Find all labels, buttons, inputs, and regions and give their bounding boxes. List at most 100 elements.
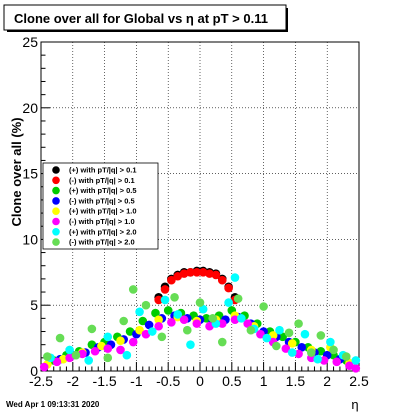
- data-point: [119, 316, 128, 326]
- x-tick-label: 0.5: [222, 373, 242, 389]
- series-7: [43, 285, 351, 363]
- data-point: [259, 302, 268, 311]
- data-point: [224, 283, 233, 293]
- data-point: [186, 340, 195, 349]
- data-point: [160, 295, 170, 305]
- data-point: [329, 345, 338, 355]
- y-axis-label: Clone over all (%): [9, 117, 24, 226]
- data-point: [217, 337, 227, 347]
- data-point: [300, 329, 310, 339]
- data-point: [144, 320, 154, 330]
- x-tick-label: 2.5: [349, 373, 369, 389]
- legend-marker-4: [52, 207, 60, 215]
- data-point: [116, 336, 125, 346]
- data-point: [179, 315, 189, 324]
- x-tick-label: -0.5: [156, 373, 180, 389]
- data-point: [281, 344, 291, 353]
- data-point: [65, 345, 74, 355]
- data-point: [103, 332, 113, 342]
- data-point: [135, 307, 144, 317]
- legend-label-0: (+) with pT/|q| > 0.1: [69, 166, 137, 175]
- data-point: [297, 343, 307, 352]
- data-point: [84, 356, 93, 365]
- data-point: [246, 325, 256, 335]
- data-point: [275, 325, 284, 335]
- y-tick-label: 15: [22, 166, 38, 182]
- data-point: [128, 285, 138, 294]
- data-point: [243, 319, 252, 328]
- x-tick-label: -2.5: [29, 373, 53, 389]
- x-tick-label: -1: [130, 373, 143, 389]
- x-tick-label: 1: [260, 373, 268, 389]
- legend-marker-3: [52, 197, 60, 205]
- timestamp: Wed Apr 1 09:13:31 2020: [6, 400, 100, 409]
- data-point: [278, 332, 287, 342]
- data-point: [192, 319, 202, 328]
- data-point: [128, 337, 138, 347]
- legend-label-4: (+) with pT/|q| > 1.0: [69, 207, 137, 216]
- data-point: [294, 319, 303, 328]
- y-tick-label: 25: [22, 34, 38, 50]
- data-point: [116, 345, 125, 355]
- x-axis-label: η: [351, 397, 358, 412]
- data-point: [52, 357, 62, 367]
- data-point: [307, 348, 316, 357]
- data-point: [103, 353, 113, 363]
- data-point: [160, 285, 170, 294]
- legend-marker-2: [52, 186, 60, 195]
- data-point: [135, 325, 144, 335]
- data-point: [55, 333, 65, 343]
- data-points: [39, 266, 361, 373]
- data-point: [148, 327, 157, 336]
- data-point: [167, 275, 176, 285]
- data-point: [313, 354, 322, 364]
- title-box-shadow-bottom: [7, 30, 288, 32]
- data-point: [208, 314, 218, 323]
- data-point: [71, 350, 81, 360]
- legend-box: [42, 162, 159, 250]
- data-point: [233, 294, 243, 303]
- data-point: [151, 308, 160, 318]
- data-point: [224, 298, 233, 307]
- data-point: [351, 356, 361, 365]
- data-point: [217, 319, 227, 328]
- x-axis: -2.5 -2 -1.5 -1 -0.5 0 0.5 1 1.5 2 2.5: [29, 362, 369, 389]
- x-tick-label: 1.5: [286, 373, 306, 389]
- x-tick-label: -2: [67, 373, 80, 389]
- data-point: [262, 333, 272, 343]
- data-point: [198, 304, 208, 314]
- data-point: [332, 357, 342, 367]
- legend-label-7: (-) with pT/|q| > 2.0: [69, 238, 135, 247]
- data-point: [341, 352, 351, 361]
- data-point: [256, 329, 265, 339]
- chart-title: Clone over all for Global vs η at pT > 0…: [14, 11, 268, 26]
- data-point: [272, 341, 281, 351]
- data-point: [195, 298, 205, 307]
- data-point: [237, 314, 246, 323]
- data-point: [182, 325, 192, 335]
- data-point: [284, 328, 294, 338]
- data-point: [287, 339, 297, 348]
- data-point: [217, 275, 227, 285]
- legend-marker-7: [52, 238, 60, 246]
- data-point: [141, 300, 151, 310]
- legend: (+) with pT/|q| > 0.1(-) with pT/|q| > 0…: [42, 162, 159, 250]
- data-point: [326, 337, 335, 347]
- legend-label-5: (-) with pT/|q| > 1.0: [69, 217, 135, 226]
- data-point: [316, 331, 326, 340]
- data-point: [287, 348, 297, 357]
- y-axis: 0 5 10 15 20 25: [22, 34, 50, 379]
- y-tick-label: 0: [30, 363, 38, 379]
- title-box: [3, 4, 287, 31]
- data-point: [154, 315, 163, 324]
- data-point: [186, 268, 195, 277]
- title-box-shadow: [286, 8, 288, 32]
- data-point: [211, 270, 221, 280]
- data-point: [39, 362, 49, 372]
- data-point: [154, 295, 163, 305]
- data-point: [90, 346, 100, 356]
- legend-marker-0: [52, 166, 60, 174]
- data-point: [192, 268, 202, 277]
- data-point: [167, 318, 176, 327]
